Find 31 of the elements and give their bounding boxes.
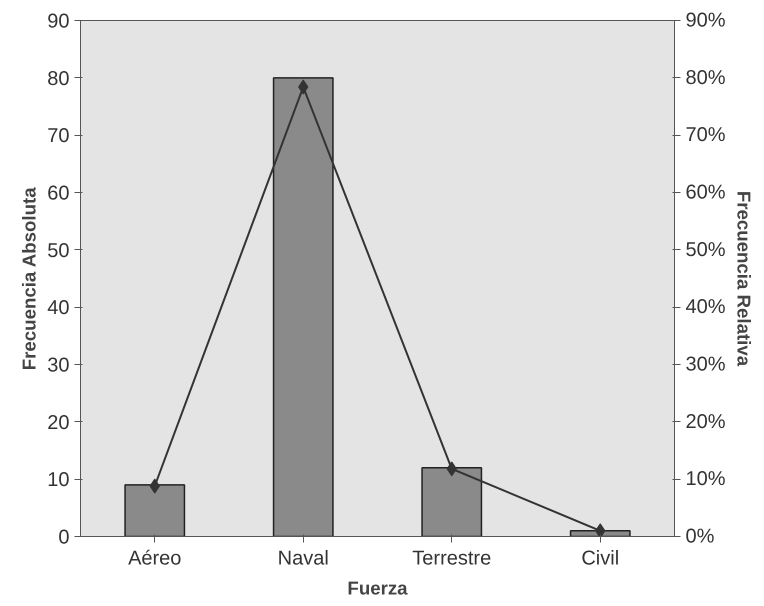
y2-tick-label: 90% [686,10,726,32]
x-tick-label: Terrestre [412,548,492,570]
y-tick-label: 30 [47,354,70,376]
y-tick-label: 20 [47,412,70,434]
point [595,523,606,536]
y-tick-label: 60 [47,182,70,204]
y2-axis-title: Frecuencia Relativa [734,190,755,367]
bar [124,484,186,536]
y2-tick-label: 80% [686,66,726,89]
y-tick-label: 70 [47,125,70,148]
x-tick-label: Naval [278,548,329,570]
y2-tick-label: 10% [686,468,726,490]
x-tick-label: Civil [581,548,620,570]
y-tick-label: 50 [47,240,70,262]
y-tick-label: 40 [47,297,70,320]
x-tick-label: Aéreo [128,548,182,570]
y2-tick-label: 30% [686,354,726,376]
y-axis-title: Frecuencia Absoluta [18,186,40,370]
y2-tick-label: 20% [686,410,726,433]
y2-tick-label: 70% [686,124,726,146]
y-tick-label: 80 [47,68,70,90]
x-axis-title: Fuerza [347,578,408,598]
y-tick-label: 10 [47,469,70,492]
y2-tick-label: 40% [686,296,726,318]
y2-tick-label: 0% [686,526,715,548]
bar [272,77,334,536]
y-tick-label: 0 [58,526,70,548]
y2-tick-label: 60% [686,182,726,204]
bar [421,466,482,536]
y-tick-label: 90 [47,10,70,32]
y2-tick-label: 50% [686,238,726,261]
